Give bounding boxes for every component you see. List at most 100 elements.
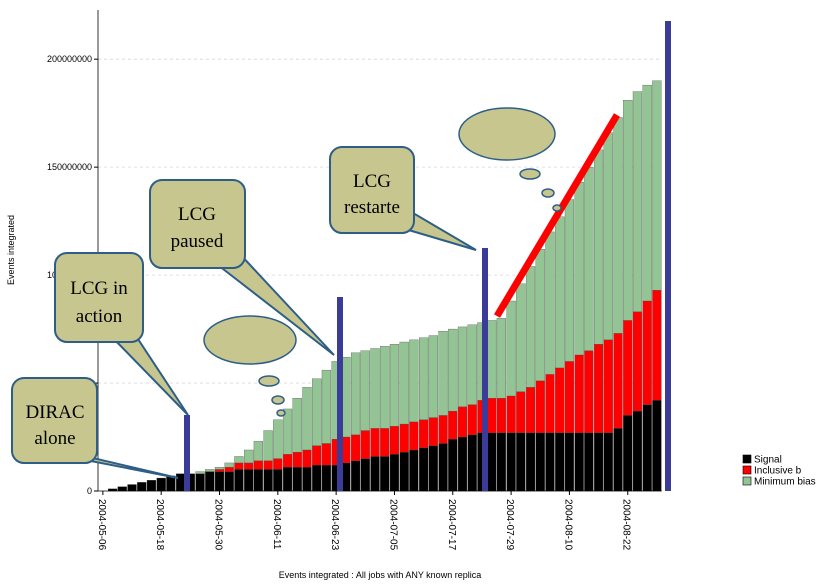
callout-text: alone [34,428,75,449]
bar-segment [603,432,613,492]
bar-segment [419,419,429,448]
bar-segment [642,84,652,302]
x-tick-label: 2004-07-29 [504,499,515,551]
legend-label: Minimum bias [754,477,816,488]
bar-segment [214,471,225,492]
bar-segment [244,462,254,470]
bar-segment [584,350,594,433]
bar-segment [321,369,332,444]
callout: LCG restarte [329,146,477,251]
bar-segment [234,462,244,470]
bar-segment [292,451,302,468]
bar-segment [380,428,390,457]
callout-text: action [76,306,123,327]
bar-segment [263,460,273,470]
bar-segment [448,328,458,412]
bar-segment [312,445,322,466]
bar-segment [574,432,584,492]
bar-segment [487,398,497,433]
bar-segment [457,406,468,438]
bar-segment [399,341,409,425]
callout: LCG paused [149,179,335,356]
callout: LCG in action [54,252,189,416]
bar-segment [584,432,594,492]
bar-segment [593,344,604,433]
bar-segment [652,400,662,492]
bar-segment [350,352,361,436]
x-tick-label: 2004-05-30 [213,499,224,551]
bar-segment [448,439,458,492]
callout-text: LCG [353,171,391,192]
bar-segment [273,458,283,470]
bar-segment [438,331,448,416]
bar-segment [312,378,322,446]
bar-segment [117,486,127,492]
y-axis-label: Events integrated [6,215,16,285]
bar-segment [564,361,575,433]
x-tick-label: 2004-07-17 [446,499,457,551]
bar-segment [176,473,186,492]
bar-segment [282,467,293,492]
bar-segment [380,346,390,429]
y-tick-label: 150000000 [47,162,92,172]
bar-segment [224,471,234,492]
bar-segment [428,445,438,492]
bar-segment [555,367,565,433]
bar-segment [282,408,293,455]
bar-segment [496,318,506,399]
bar-segment [127,484,137,492]
y-tick-label: 200000000 [47,54,92,64]
bar-segment [613,428,623,492]
bar-segment [224,462,234,468]
bar-segment [409,449,419,492]
bar-segment [506,432,516,492]
x-tick-label: 2004-05-18 [154,499,165,551]
bar-segment [555,432,565,492]
bar-segment [195,473,205,492]
legend-swatch [742,454,752,464]
bar-segment [652,290,662,401]
bar-segment [516,283,526,392]
bar-segment [244,469,254,492]
bar-segment [253,441,263,461]
legend-swatch [742,465,752,475]
legend-label: Signal [754,455,782,466]
bar-segment [535,432,545,492]
bar-segment [516,432,526,492]
plot-area: 0500000001000000001500000002000000002004… [47,10,662,551]
bar-segment [545,231,555,375]
bar-segment [263,469,273,492]
bar-segment [234,469,244,492]
bar-segment [205,469,215,472]
bar-segment [263,430,273,461]
x-tick-label: 2004-06-23 [329,499,340,551]
bar-segment [370,456,380,492]
trend-line [493,113,621,318]
bar-segment [613,117,623,334]
bar-segment [350,460,361,492]
bar-segment [623,415,633,492]
bar-segment [642,404,652,492]
bar-segment [302,449,312,468]
bar-segment [545,432,555,492]
bar-segment [506,300,516,397]
event-marker [482,248,488,491]
bar-segment [564,199,575,362]
bar-segment [525,387,536,433]
bar-segment [487,432,497,492]
bar-segment [496,398,506,433]
event-marker [665,21,671,491]
bar-segment [632,311,643,412]
bar-segment [282,454,293,468]
bar-segment [545,374,555,433]
bar-segment [360,458,370,492]
bar-segment [555,216,565,369]
bar-segment [302,467,312,492]
bar-segment [409,421,419,451]
x-tick-label: 2004-08-10 [562,499,573,551]
event-marker [337,297,343,491]
x-axis-label: Events integrated : All jobs with ANY kn… [279,570,481,580]
bar-segment [428,335,438,418]
bar-segment [428,417,438,446]
